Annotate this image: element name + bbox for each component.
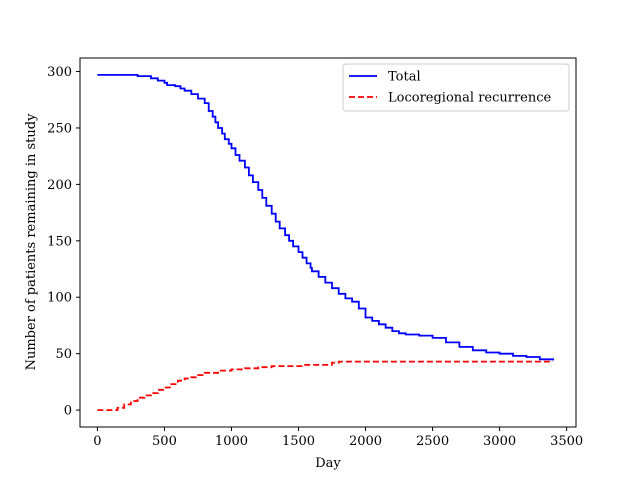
x-tick-label: 0 [93, 434, 101, 449]
x-tick-label: 2000 [349, 434, 382, 449]
legend-box [342, 63, 570, 112]
series-line-total [97, 74, 555, 361]
series-line-locoregional-recurrence [97, 360, 554, 411]
x-axis-label: Day [315, 456, 341, 471]
x-tick-label: 500 [152, 434, 177, 449]
legend-label-total: Total [388, 70, 421, 85]
x-tick-label: 3500 [550, 434, 583, 449]
y-tick-label: 50 [55, 347, 72, 362]
y-tick-label: 200 [47, 178, 72, 193]
y-tick-label: 300 [47, 65, 72, 80]
y-tick-label: 100 [47, 291, 72, 306]
legend: Total Locoregional recurrence [342, 63, 570, 112]
x-tick-label: 1500 [282, 434, 315, 449]
x-tick-label: 1000 [215, 434, 248, 449]
y-ticks: 0 50 100 150 200 250 300 [47, 65, 80, 419]
plot-frame [79, 57, 577, 428]
legend-label-locoregional-recurrence: Locoregional recurrence [388, 91, 552, 106]
y-tick-label: 250 [47, 121, 72, 136]
y-axis-label: Number of patients remaining in study [24, 113, 39, 371]
x-tick-label: 3000 [483, 434, 516, 449]
y-tick-label: 0 [64, 404, 72, 419]
series-layer [97, 74, 555, 411]
y-tick-label: 150 [47, 234, 72, 249]
x-tick-label: 2500 [416, 434, 449, 449]
x-ticks: 0 500 1000 1500 2000 2500 3000 3500 [93, 427, 583, 449]
